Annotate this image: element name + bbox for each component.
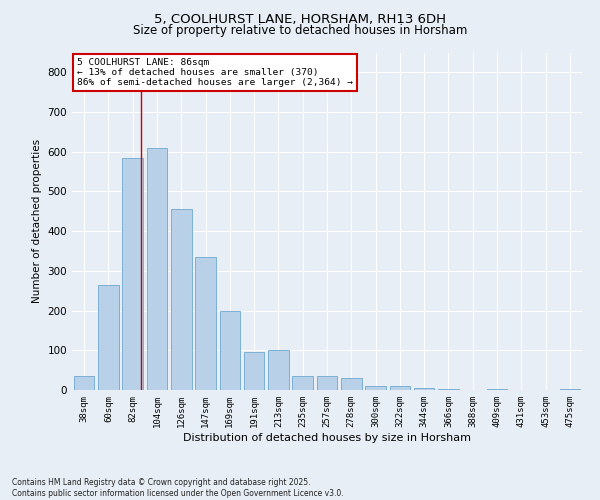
Text: Size of property relative to detached houses in Horsham: Size of property relative to detached ho… xyxy=(133,24,467,37)
Bar xyxy=(171,210,191,390)
Bar xyxy=(389,386,410,390)
Bar xyxy=(560,389,580,390)
Bar xyxy=(146,148,167,390)
Bar xyxy=(365,386,386,390)
Bar xyxy=(195,257,216,390)
Text: 5 COOLHURST LANE: 86sqm
← 13% of detached houses are smaller (370)
86% of semi-d: 5 COOLHURST LANE: 86sqm ← 13% of detache… xyxy=(77,58,353,88)
Bar xyxy=(74,376,94,390)
Bar xyxy=(341,378,362,390)
Bar xyxy=(487,389,508,390)
Bar xyxy=(414,388,434,390)
Bar xyxy=(317,376,337,390)
Bar xyxy=(292,376,313,390)
Bar xyxy=(220,310,240,390)
Bar xyxy=(244,352,265,390)
Y-axis label: Number of detached properties: Number of detached properties xyxy=(32,139,42,304)
Bar xyxy=(98,285,119,390)
Text: Contains HM Land Registry data © Crown copyright and database right 2025.
Contai: Contains HM Land Registry data © Crown c… xyxy=(12,478,344,498)
Bar xyxy=(268,350,289,390)
X-axis label: Distribution of detached houses by size in Horsham: Distribution of detached houses by size … xyxy=(183,432,471,442)
Bar xyxy=(438,389,459,390)
Text: 5, COOLHURST LANE, HORSHAM, RH13 6DH: 5, COOLHURST LANE, HORSHAM, RH13 6DH xyxy=(154,12,446,26)
Bar xyxy=(122,158,143,390)
